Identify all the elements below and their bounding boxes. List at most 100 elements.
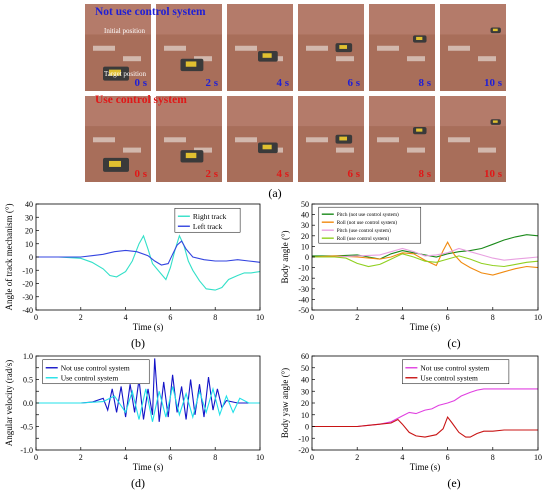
legend-entry: Pitch (not use control system) xyxy=(337,211,399,218)
y-tick-label: 30 xyxy=(301,387,309,396)
chart-angular-velocity: 0 2 4 6 8 10 -1.0 -0.5 0.0 0.5 1.0 Time (s) Angular … xyxy=(4,352,264,472)
x-tick-label: 0 xyxy=(310,313,314,322)
row2-label: Use control system xyxy=(95,94,187,106)
y-tick-label: 60 xyxy=(301,352,309,361)
y-tick-label: 10 xyxy=(301,411,309,420)
series-line xyxy=(36,240,261,266)
caption-d: (d) xyxy=(131,476,145,490)
x-tick-label: 4 xyxy=(400,313,404,322)
y-axis-label: Body angle (°) xyxy=(280,230,290,283)
time-label: 10 s xyxy=(484,77,503,89)
x-tick-label: 2 xyxy=(355,313,359,322)
y-tick-label: 50 xyxy=(301,200,309,209)
time-label: 4 s xyxy=(276,168,289,180)
photo-tile: 8 s xyxy=(369,96,435,182)
legend-entry: Use control system xyxy=(420,373,478,382)
photo-tile: 4 s xyxy=(227,96,293,182)
series-line xyxy=(311,241,539,276)
chart-body-yaw: 0 2 4 6 8 10 -20 -10 0 10 20 30 40 50 60 Time (s) Body y… xyxy=(280,352,542,472)
y-tick-label: -10 xyxy=(22,266,33,275)
y-tick-label: 0.0 xyxy=(23,399,33,408)
y-tick-label: 20 xyxy=(25,227,33,236)
initial-position-label: Initial position xyxy=(104,27,146,35)
x-tick-label: 8 xyxy=(213,313,217,322)
y-tick-label: 40 xyxy=(25,200,33,209)
y-tick-label: -30 xyxy=(22,293,33,302)
legend-entry: Roll (use control system) xyxy=(337,235,390,242)
legend-entry: Left track xyxy=(193,222,223,231)
x-tick-label: 10 xyxy=(534,453,542,462)
legend-entry: Use control system xyxy=(61,373,119,382)
y-tick-label: 30 xyxy=(25,213,33,222)
y-tick-label: 0 xyxy=(29,253,33,262)
x-tick-label: 2 xyxy=(79,313,83,322)
time-label: 10 s xyxy=(484,168,503,180)
legend-box xyxy=(318,206,422,244)
series-line xyxy=(36,386,260,422)
y-axis-label: Angle of track mechanism (°) xyxy=(4,203,14,310)
x-axis-label: Time (s) xyxy=(133,322,163,332)
x-axis-label: Time (s) xyxy=(410,322,440,332)
photo-tile: 0 s xyxy=(85,4,151,91)
x-tick-label: 6 xyxy=(168,313,172,322)
photo-tile: 10 s xyxy=(440,96,506,182)
legend-box xyxy=(42,359,150,385)
caption-a: (a) xyxy=(268,186,282,200)
x-tick-label: 10 xyxy=(256,453,264,462)
series-line xyxy=(312,234,539,260)
time-label: 6 s xyxy=(347,168,360,180)
y-tick-label: 1.0 xyxy=(23,352,33,361)
y-tick-label: 40 xyxy=(301,376,309,385)
photo-sequence-panel: 0 s 2 s 4 s 6 s 8 s 10 s 0 s 2 s 4 s 6 s 8 s 10 s N… xyxy=(85,4,506,182)
x-tick-label: 10 xyxy=(256,313,264,322)
x-tick-label: 8 xyxy=(491,453,495,462)
x-tick-label: 2 xyxy=(355,453,359,462)
y-tick-label: 10 xyxy=(301,242,309,251)
photo-tile: 0 s xyxy=(85,96,151,182)
y-axis-label: Angular velocity (rad/s) xyxy=(4,360,14,446)
y-tick-label: -20 xyxy=(298,446,309,455)
time-label: 2 s xyxy=(205,77,218,89)
x-tick-label: 8 xyxy=(491,313,495,322)
photo-tile: 4 s xyxy=(227,4,293,91)
caption-e: (e) xyxy=(447,476,461,490)
photo-tile: 6 s xyxy=(298,4,364,91)
series-line xyxy=(312,247,539,261)
y-tick-label: 0 xyxy=(305,423,309,432)
photo-tile: 8 s xyxy=(369,4,435,91)
y-tick-label: -1.0 xyxy=(20,446,33,455)
y-tick-label: -40 xyxy=(298,295,309,304)
x-tick-label: 8 xyxy=(213,453,217,462)
y-axis-label: Body yaw angle (°) xyxy=(280,368,290,438)
legend-entry: Pitch (use control system) xyxy=(337,227,391,234)
x-axis-label: Time (s) xyxy=(133,462,163,472)
x-tick-label: 4 xyxy=(124,313,128,322)
time-label: 8 s xyxy=(418,168,431,180)
series-line xyxy=(312,415,538,438)
x-tick-label: 6 xyxy=(446,313,450,322)
y-tick-label: 10 xyxy=(25,240,33,249)
y-tick-label: 40 xyxy=(301,211,309,220)
chart-track-angle: 0 2 4 6 8 10 -40 -30 -20 -10 0 10 20 30 40 Time (s) Angl… xyxy=(4,200,264,332)
legend-entry: Not use control system xyxy=(420,363,489,372)
photo-tile: 6 s xyxy=(298,96,364,182)
series-line xyxy=(36,358,260,422)
time-label: 8 s xyxy=(418,77,431,89)
caption-b: (b) xyxy=(131,336,145,350)
x-tick-label: 0 xyxy=(34,453,38,462)
legend-box xyxy=(402,359,510,385)
photo-tile: 10 s xyxy=(440,4,506,91)
series-line xyxy=(312,253,539,268)
y-tick-label: 20 xyxy=(301,399,309,408)
y-tick-label: -10 xyxy=(298,264,309,273)
legend-entry: Not use control system xyxy=(61,363,130,372)
x-tick-label: 2 xyxy=(79,453,83,462)
y-tick-label: 50 xyxy=(301,364,309,373)
x-tick-label: 10 xyxy=(534,313,542,322)
x-axis-label: Time (s) xyxy=(410,462,440,472)
series-line xyxy=(312,388,538,428)
legend-box xyxy=(174,207,241,233)
y-tick-label: 30 xyxy=(301,221,309,230)
y-tick-label: -20 xyxy=(298,274,309,283)
